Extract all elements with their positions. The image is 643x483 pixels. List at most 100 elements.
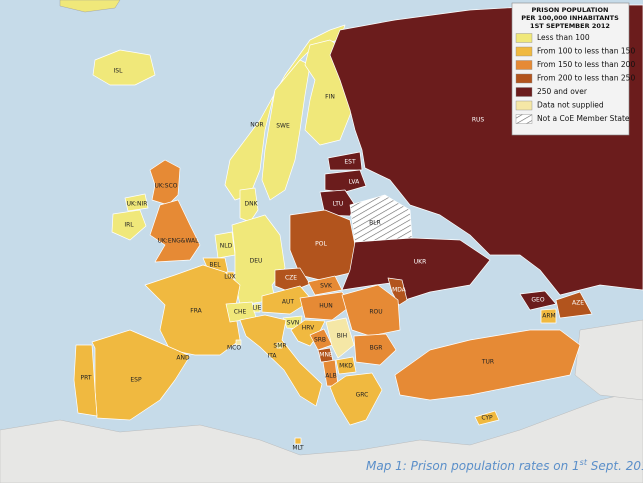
country-label: ROU <box>369 309 382 316</box>
country-label: GRC <box>356 392 369 399</box>
country <box>149 199 201 263</box>
country <box>335 356 357 375</box>
country <box>353 333 397 366</box>
country <box>519 290 557 311</box>
country <box>299 291 353 321</box>
country-label: FRA <box>190 308 202 315</box>
country <box>235 339 242 346</box>
country <box>394 329 581 401</box>
country-label: MLT <box>292 445 304 452</box>
country <box>111 209 147 241</box>
country-label: LTU <box>333 201 344 208</box>
country-label: UK:NIR <box>127 201 148 208</box>
caption-text: Sept. 2012 <box>587 459 643 473</box>
legend-title: PER 100,000 INHABITANTS <box>521 14 619 22</box>
legend-label: From 200 to less than 250 <box>537 74 635 83</box>
country-label: AUT <box>282 299 294 306</box>
country-label: CZE <box>285 275 297 282</box>
country <box>253 303 261 313</box>
country-label: ISL <box>114 68 124 75</box>
legend: PRISON POPULATION PER 100,000 INHABITANT… <box>511 2 635 136</box>
country-label: LVA <box>349 179 360 186</box>
country-label: GEO <box>531 297 544 304</box>
country <box>327 151 363 171</box>
country-label: BIH <box>337 333 347 340</box>
legend-swatch <box>515 100 533 111</box>
country-label: UKR <box>414 259 427 266</box>
country-label: UK:SCO <box>154 183 177 190</box>
country-label: NOR <box>250 122 263 129</box>
country-label: MNE <box>319 352 333 359</box>
country-label: MCO <box>227 345 241 352</box>
country-label: BGR <box>370 345 383 352</box>
country-label: PRT <box>80 375 91 382</box>
country <box>474 410 500 426</box>
caption-text: Map 1: Prison population rates on 1 <box>366 459 580 473</box>
country-label: AZE <box>572 300 584 307</box>
country-label: DNK <box>244 201 258 208</box>
country-label: MDA <box>392 287 407 294</box>
country <box>239 314 323 407</box>
country <box>325 317 355 359</box>
legend-label: 250 and over <box>537 87 588 96</box>
country <box>540 308 557 324</box>
country-label: RUS <box>472 117 485 124</box>
legend-swatch <box>515 114 533 124</box>
country-label: SMR <box>273 343 286 350</box>
country-label: CYP <box>481 415 493 422</box>
country <box>231 214 286 306</box>
country <box>387 277 408 306</box>
country-label: FIN <box>325 94 335 101</box>
legend-swatch <box>515 87 533 97</box>
legend-swatch <box>515 60 533 70</box>
country <box>261 285 313 315</box>
caption-superscript: st <box>580 458 588 467</box>
caption: Map 1: Prison population rates on 1st Se… <box>366 458 643 473</box>
country-label: AND <box>176 355 190 362</box>
country <box>239 187 259 223</box>
country-label: SVN <box>287 320 299 327</box>
country-label: NLD <box>220 243 233 250</box>
country <box>349 194 413 243</box>
country <box>124 193 149 212</box>
legend-title: PRISON POPULATION <box>532 6 609 14</box>
country-labels: ISL NOR SWE FIN RUS EST LVA LTU BLR DNK UK:SCO UK:N… <box>80 68 584 452</box>
country-label: TUR <box>481 359 494 366</box>
country <box>329 372 383 426</box>
legend-swatch <box>515 73 533 84</box>
country <box>324 169 367 193</box>
country-label: ESP <box>130 377 142 384</box>
africa-land <box>0 389 643 483</box>
country <box>294 437 302 445</box>
legend-label: Less than 100 <box>537 33 590 42</box>
asia-land <box>574 319 643 401</box>
country <box>276 342 283 349</box>
country-label: ALB <box>325 373 337 380</box>
country-label: MKD <box>339 363 353 370</box>
country-label: ITA <box>267 353 277 360</box>
country <box>92 49 156 86</box>
country-label: HRV <box>302 325 315 332</box>
country-label: SRB <box>314 337 326 344</box>
country-label: IRL <box>124 222 134 229</box>
country-label: BEL <box>209 262 221 269</box>
legend-title: 1ST SEPTEMBER 2012 <box>530 22 610 30</box>
country-label: SWE <box>276 123 290 130</box>
country-label: UK:ENG&WAL <box>157 238 199 245</box>
legend-label: Not a CoE Member State <box>537 114 630 123</box>
country-label: CHE <box>234 309 247 316</box>
legend-swatch <box>515 33 533 43</box>
country-label: EST <box>344 159 356 166</box>
country-label: BLR <box>369 220 381 227</box>
legend-label: Data not supplied <box>537 101 604 110</box>
legend-swatch <box>515 46 533 57</box>
country <box>555 291 593 319</box>
country-label: DEU <box>250 258 263 265</box>
country <box>91 329 191 421</box>
country-label: SVK <box>320 283 333 290</box>
country <box>341 237 491 301</box>
legend-label: From 150 to less than 200 <box>537 60 635 69</box>
arctic-island <box>59 0 121 13</box>
